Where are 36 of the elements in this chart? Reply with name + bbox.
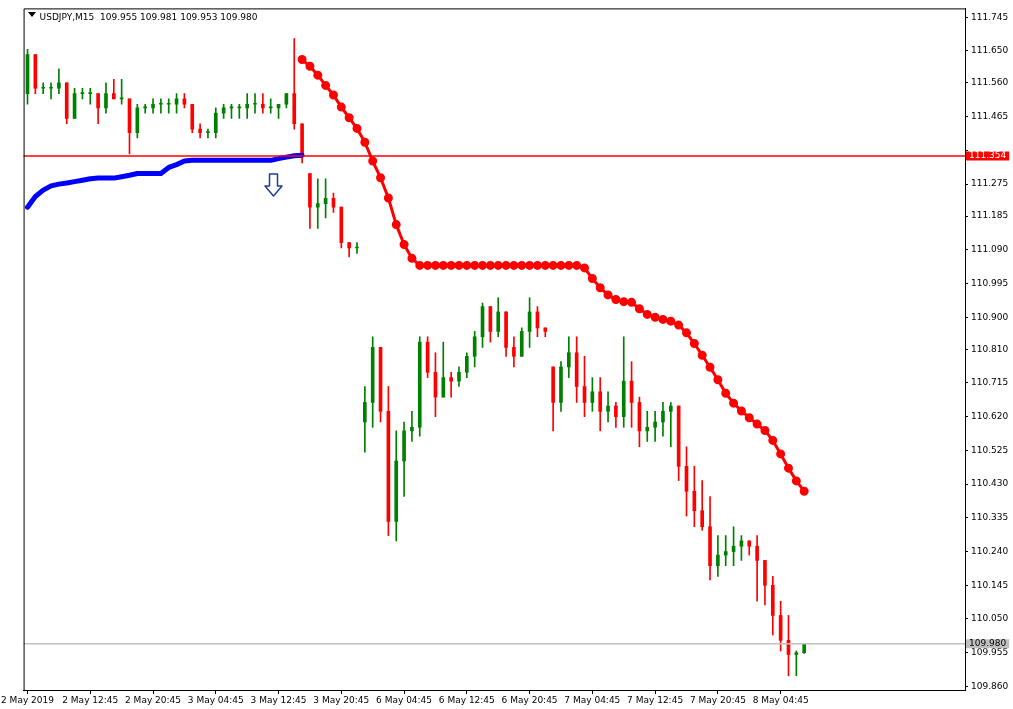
x-tick-label: 7 May 12:45 bbox=[627, 694, 684, 705]
y-tick-label: 110.900 bbox=[971, 311, 1009, 322]
x-tick-label: 2 May 2019 bbox=[1, 694, 55, 705]
x-tick-label: 2 May 20:45 bbox=[125, 694, 182, 705]
ref-line-label: 109.980 bbox=[969, 638, 1007, 649]
y-tick-label: 109.860 bbox=[971, 680, 1009, 691]
x-tick-label: 6 May 20:45 bbox=[501, 694, 558, 705]
x-tick-label: 6 May 12:45 bbox=[438, 694, 495, 705]
x-tick-label: 7 May 04:45 bbox=[564, 694, 621, 705]
y-tick-label: 111.275 bbox=[971, 178, 1009, 189]
y-tick-label: 110.995 bbox=[971, 277, 1009, 288]
x-tick-label: 3 May 04:45 bbox=[187, 694, 244, 705]
y-tick-label: 110.430 bbox=[971, 478, 1009, 489]
x-tick-label: 3 May 20:45 bbox=[313, 694, 370, 705]
y-tick-label: 111.465 bbox=[971, 111, 1009, 122]
y-tick-label: 110.525 bbox=[971, 444, 1009, 455]
x-tick-label: 8 May 04:45 bbox=[752, 694, 809, 705]
y-tick-label: 110.335 bbox=[971, 512, 1009, 523]
y-tick-label: 111.090 bbox=[971, 244, 1009, 255]
y-tick-label: 111.745 bbox=[971, 11, 1009, 22]
y-tick-label: 110.050 bbox=[971, 613, 1009, 624]
x-tick-label: 6 May 04:45 bbox=[376, 694, 433, 705]
y-tick-label: 111.650 bbox=[971, 45, 1009, 56]
ref-line-label: 111.354 bbox=[969, 150, 1007, 161]
y-tick-label: 110.620 bbox=[971, 410, 1009, 421]
x-tick-label: 3 May 12:45 bbox=[250, 694, 307, 705]
y-tick-label: 109.955 bbox=[971, 647, 1009, 658]
y-tick-label: 110.240 bbox=[971, 545, 1009, 556]
y-tick-label: 110.715 bbox=[971, 377, 1009, 388]
chart-title: USDJPY,M15 109.955 109.981 109.953 109.980 bbox=[39, 11, 258, 22]
x-tick-label: 2 May 12:45 bbox=[62, 694, 119, 705]
y-tick-label: 111.185 bbox=[971, 210, 1009, 221]
y-tick-label: 111.560 bbox=[971, 77, 1009, 88]
y-tick-label: 110.145 bbox=[971, 579, 1009, 590]
y-tick-label: 110.810 bbox=[971, 343, 1009, 354]
x-tick-label: 7 May 20:45 bbox=[689, 694, 746, 705]
